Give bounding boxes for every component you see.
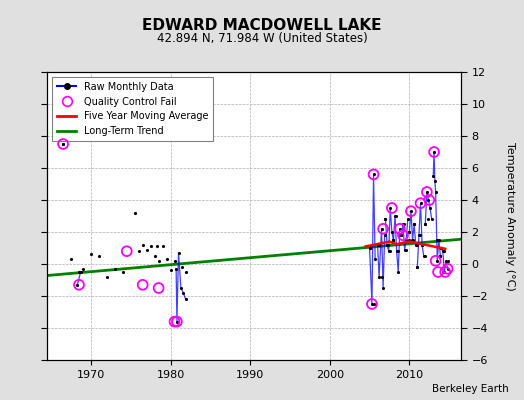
Point <box>388 205 396 211</box>
Point <box>423 189 431 195</box>
Y-axis label: Temperature Anomaly (°C): Temperature Anomaly (°C) <box>505 142 515 290</box>
Text: 42.894 N, 71.984 W (United States): 42.894 N, 71.984 W (United States) <box>157 32 367 45</box>
Point <box>417 200 425 206</box>
Point <box>123 248 131 254</box>
Text: EDWARD MACDOWELL LAKE: EDWARD MACDOWELL LAKE <box>142 18 382 33</box>
Point <box>170 318 179 325</box>
Point <box>75 282 83 288</box>
Point <box>431 258 440 264</box>
Point <box>379 226 387 232</box>
Point <box>155 285 163 291</box>
Point <box>425 197 433 203</box>
Point <box>443 266 452 272</box>
Point <box>369 171 378 178</box>
Legend: Raw Monthly Data, Quality Control Fail, Five Year Moving Average, Long-Term Tren: Raw Monthly Data, Quality Control Fail, … <box>52 77 213 141</box>
Point <box>441 269 450 275</box>
Point <box>59 141 67 147</box>
Point <box>407 208 415 214</box>
Point <box>430 149 438 155</box>
Point <box>173 318 181 325</box>
Point <box>138 282 147 288</box>
Point <box>434 269 442 275</box>
Point <box>399 232 407 238</box>
Point <box>368 301 376 307</box>
Point <box>396 226 404 232</box>
Text: Berkeley Earth: Berkeley Earth <box>432 384 508 394</box>
